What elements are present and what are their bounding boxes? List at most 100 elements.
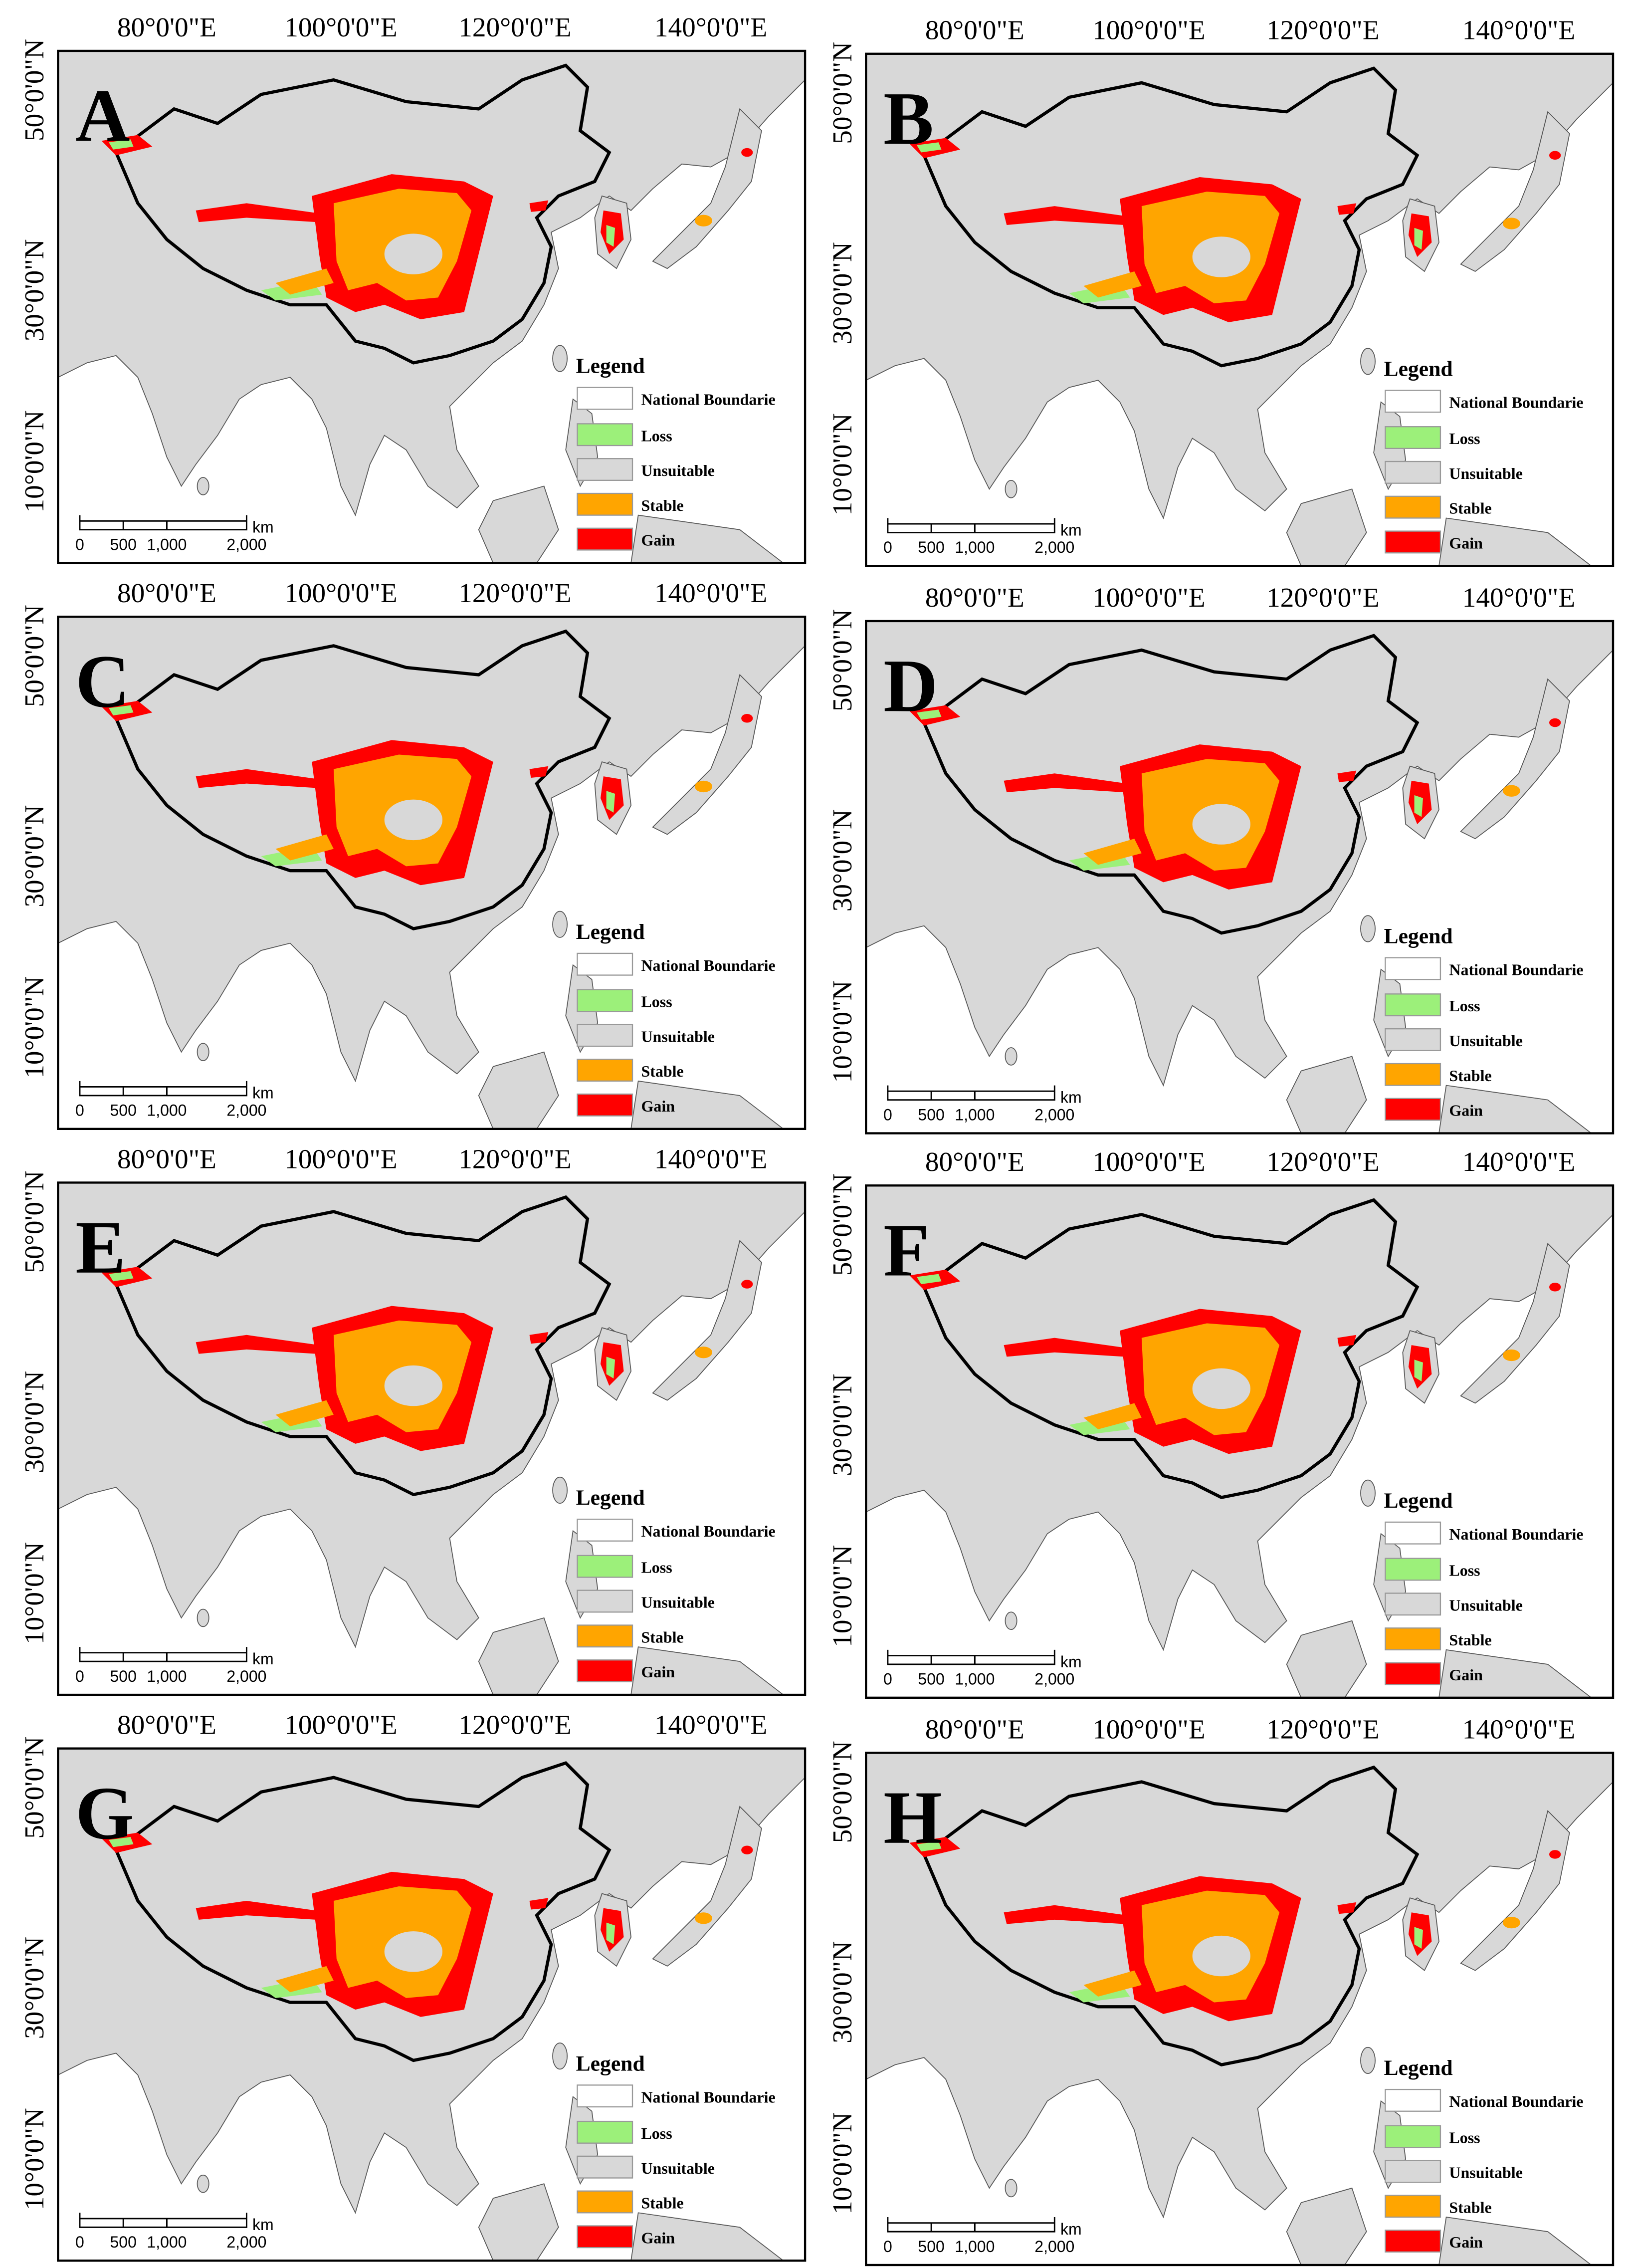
scale-label: 1,000: [955, 1106, 995, 1124]
map-frame: [57, 616, 807, 1131]
legend-swatch: [577, 2190, 633, 2214]
legend-label: National Boundarie: [641, 2088, 775, 2106]
legend-swatch: [577, 2084, 633, 2108]
scale-label: 2,000: [226, 1102, 266, 1120]
legend-label: Stable: [641, 1062, 683, 1080]
latitude-label: 10°0'0"N: [19, 1542, 49, 1644]
longitude-label: 100°0'0"E: [284, 1143, 397, 1174]
latitude-label: 10°0'0"N: [827, 1545, 857, 1647]
longitude-label: 140°0'0"E: [654, 1143, 767, 1174]
legend-swatch: [577, 1518, 633, 1542]
scale-unit: km: [1060, 2220, 1082, 2238]
latitude-label: 30°0'0"N: [827, 1374, 857, 1476]
legend-title: Legend: [1384, 1489, 1453, 1513]
latitude-label: 10°0'0"N: [827, 2112, 857, 2215]
legend-label: Loss: [1449, 1562, 1480, 1580]
scale-label: 2,000: [1034, 1670, 1074, 1688]
legend-swatch: [1385, 2125, 1441, 2148]
longitude-label: 80°0'0"E: [117, 1143, 216, 1174]
longitude-label: 80°0'0"E: [925, 1146, 1024, 1177]
scale-label: 1,000: [147, 535, 187, 553]
legend-label: Stable: [641, 1628, 683, 1646]
legend-label: National Boundarie: [641, 956, 775, 974]
scale-label: 1,000: [955, 2238, 995, 2256]
longitude-label: 100°0'0"E: [284, 578, 397, 608]
legend-label: Unsuitable: [641, 2159, 715, 2177]
legend-label: Unsuitable: [641, 1593, 715, 1611]
legend-swatch: [1385, 460, 1441, 484]
longitude-label: 100°0'0"E: [1092, 1146, 1205, 1177]
legend-swatch: [1385, 1627, 1441, 1651]
scale-label: 2,000: [226, 2233, 266, 2251]
legend-label: National Boundarie: [1449, 2092, 1583, 2110]
scale-label: 0: [883, 538, 892, 556]
panel-letter: E: [75, 1205, 126, 1289]
legend-label: Unsuitable: [1449, 1032, 1523, 1050]
scale-unit: km: [252, 1650, 274, 1668]
legend-label: National Boundarie: [1449, 961, 1583, 979]
longitude-label: 80°0'0"E: [117, 578, 216, 608]
scale-label: 500: [918, 1670, 944, 1688]
latitude-label: 30°0'0"N: [19, 1937, 49, 2039]
map-panel: 80°0'0"E 100°0'0"E 120°0'0"E 140°0'0"E 50°0'…: [827, 582, 1615, 1134]
longitude-label: 140°0'0"E: [654, 12, 767, 42]
legend-label: National Boundarie: [641, 391, 775, 409]
map-frame: [57, 49, 807, 564]
map-panel: 80°0'0"E 100°0'0"E 120°0'0"E 140°0'0"E 50°0'…: [19, 1143, 807, 1696]
legend-label: Gain: [641, 531, 675, 549]
legend-swatch: [1385, 495, 1441, 519]
scale-label: 1,000: [147, 1667, 187, 1685]
legend-swatch: [577, 492, 633, 516]
latitude-label: 10°0'0"N: [19, 2108, 49, 2210]
panel-letter: C: [75, 640, 130, 723]
panel-letter: F: [883, 1208, 929, 1292]
map-panel: 80°0'0"E 100°0'0"E 120°0'0"E 140°0'0"E 50°0'…: [19, 578, 807, 1131]
legend-swatch: [577, 1624, 633, 1648]
scale-label: 2,000: [226, 535, 266, 553]
scale-label: 500: [110, 535, 137, 553]
latitude-label: 50°0'0"N: [19, 39, 49, 141]
scale-label: 1,000: [147, 1102, 187, 1120]
scale-label: 0: [883, 1106, 892, 1124]
legend-label: Loss: [1449, 430, 1480, 448]
legend-swatch: [1385, 957, 1441, 980]
scale-label: 0: [883, 1670, 892, 1688]
legend-swatch: [577, 387, 633, 410]
scale-label: 0: [75, 1102, 84, 1120]
scale-label: 500: [110, 1102, 137, 1120]
legend-swatch: [577, 989, 633, 1012]
longitude-label: 140°0'0"E: [1462, 1146, 1575, 1177]
legend-title: Legend: [576, 2051, 645, 2075]
scale-unit: km: [252, 1084, 274, 1102]
map-frame: [57, 1181, 807, 1696]
scale-bar: [79, 515, 247, 531]
legend-swatch: [577, 1059, 633, 1082]
legend-swatch: [577, 2225, 633, 2249]
legend-title: Legend: [576, 1486, 645, 1510]
scale-unit: km: [252, 2216, 274, 2234]
latitude-label: 30°0'0"N: [19, 239, 49, 341]
legend-label: Gain: [1449, 1102, 1483, 1120]
legend-swatch: [577, 2120, 633, 2144]
longitude-label: 100°0'0"E: [1092, 1714, 1205, 1744]
longitude-label: 120°0'0"E: [458, 578, 571, 608]
legend-swatch: [1385, 2195, 1441, 2218]
legend-swatch: [1385, 993, 1441, 1017]
scale-label: 2,000: [1034, 1106, 1074, 1124]
legend-swatch: [577, 2155, 633, 2179]
map-panel: 80°0'0"E 100°0'0"E 120°0'0"E 140°0'0"E 50°0'…: [827, 15, 1615, 567]
map-panel: 80°0'0"E 100°0'0"E 120°0'0"E 140°0'0"E 50°0'…: [19, 12, 807, 564]
latitude-label: 50°0'0"N: [19, 605, 49, 707]
legend-label: Unsuitable: [1449, 464, 1523, 482]
legend-label: Gain: [1449, 534, 1483, 552]
map-frame: [865, 1184, 1615, 1699]
legend-label: National Boundarie: [641, 1522, 775, 1540]
legend-swatch: [577, 1555, 633, 1578]
latitude-label: 10°0'0"N: [827, 413, 857, 515]
legend-label: Stable: [641, 496, 683, 514]
legend-swatch: [1385, 2088, 1441, 2112]
legend-label: Unsuitable: [641, 461, 715, 479]
map-panel: 80°0'0"E 100°0'0"E 120°0'0"E 140°0'0"E 50°0'…: [827, 1146, 1615, 1699]
legend-swatch: [1385, 2230, 1441, 2253]
